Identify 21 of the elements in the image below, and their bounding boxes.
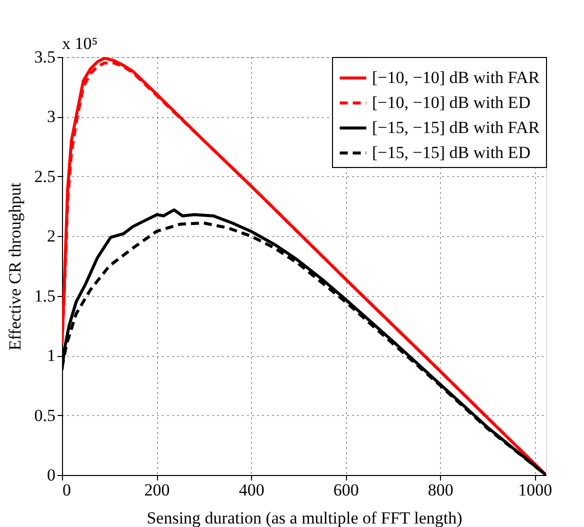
x-tick-label: 400 [238, 480, 264, 500]
legend-label: [−15, −15] dB with FAR [372, 118, 540, 137]
legend-label: [−15, −15] dB with ED [372, 143, 530, 162]
x-tick-label: 800 [428, 480, 454, 500]
y-tick-label: 2.5 [34, 166, 56, 186]
x-axis-title: Sensing duration (as a multiple of FFT length) [146, 508, 462, 527]
y-axis-title: Effective CR throughput [5, 182, 24, 350]
text: x 10⁵ [62, 34, 98, 53]
legend-label: [−10, −10] dB with ED [372, 93, 530, 112]
y-tick-label: 2 [47, 226, 56, 246]
legend-label: [−10, −10] dB with FAR [372, 68, 540, 87]
y-tick-label: 1.5 [34, 286, 56, 306]
x-tick-label: 200 [144, 480, 170, 500]
x-tick-label: 1000 [518, 480, 552, 500]
y-tick-label: 0 [47, 466, 56, 484]
y-tick-label: 3.5 [34, 48, 56, 66]
x-tick-label: 0 [62, 480, 71, 500]
y-tick-label: 3 [47, 107, 56, 126]
x-tick-label: 600 [333, 480, 359, 500]
y-tick-label: 1 [47, 346, 56, 366]
y-tick-label: 0.5 [34, 406, 56, 425]
